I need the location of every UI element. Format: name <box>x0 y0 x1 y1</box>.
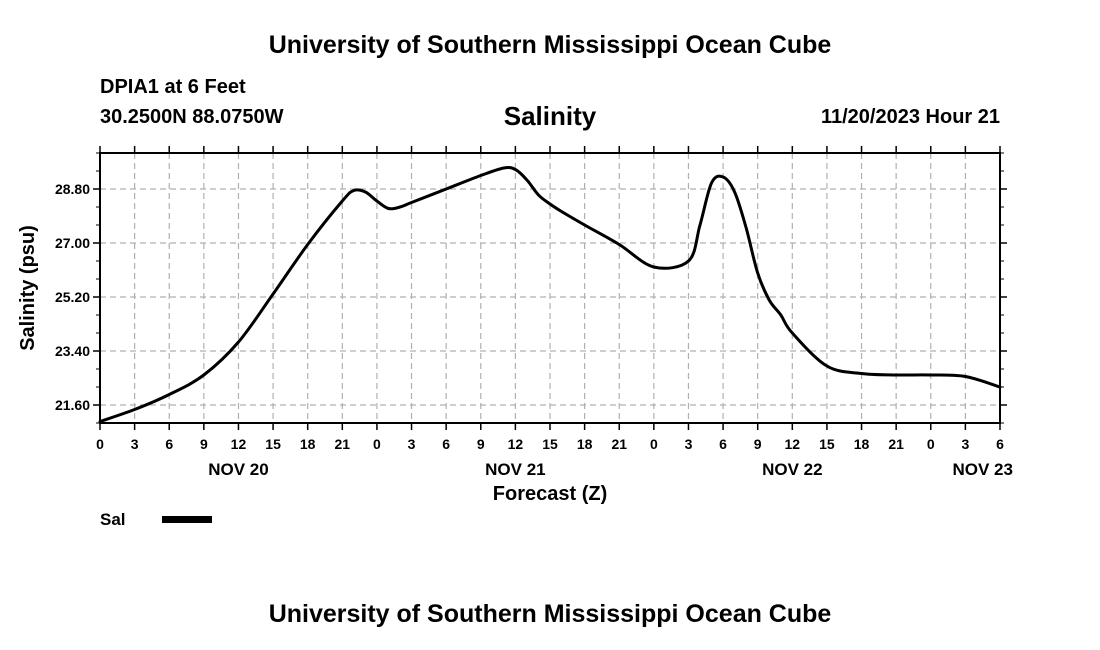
y-tick-label: 21.60 <box>55 397 90 413</box>
x-tick-label: 15 <box>819 436 835 452</box>
date-label: NOV 21 <box>485 460 545 479</box>
x-tick-label: 3 <box>408 436 416 452</box>
date-labels: NOV 20 NOV 21 NOV 22 NOV 23 <box>208 460 1013 479</box>
station-name: DPIA1 at 6 Feet <box>100 76 246 98</box>
x-tick-label: 18 <box>854 436 870 452</box>
x-tick-label: 21 <box>335 436 351 452</box>
x-tick-label: 18 <box>300 436 316 452</box>
x-tick-label: 3 <box>685 436 693 452</box>
page-title: University of Southern Mississippi Ocean… <box>268 31 832 59</box>
plot-frame <box>99 152 1001 424</box>
y-tick-label: 23.40 <box>55 343 90 359</box>
x-tick-label: 18 <box>577 436 593 452</box>
y-tick-label: 27.00 <box>55 235 90 251</box>
x-tick-label: 9 <box>754 436 762 452</box>
x-tick-label: 6 <box>442 436 450 452</box>
x-tick-labels: 0 3 6 9 12 15 18 21 0 3 6 9 12 15 18 21 0 3 6 9 12 15 18 21 0 3 6 <box>96 436 1004 452</box>
x-tick-label: 15 <box>265 436 281 452</box>
x-tick-label: 0 <box>373 436 381 452</box>
axis-ticks <box>93 146 1007 430</box>
x-tick-label: 21 <box>611 436 627 452</box>
date-label: NOV 20 <box>208 460 268 479</box>
x-tick-label: 9 <box>200 436 208 452</box>
grid-lines <box>100 153 1000 423</box>
date-label: NOV 23 <box>952 460 1012 479</box>
x-tick-label: 15 <box>542 436 558 452</box>
x-tick-label: 0 <box>96 436 104 452</box>
station-coordinates: 30.2500N 88.0750W <box>100 106 284 128</box>
series-line-sal <box>98 166 1002 423</box>
x-tick-label: 12 <box>785 436 801 452</box>
footer-title: University of Southern Mississippi Ocean… <box>268 600 832 628</box>
x-tick-label: 6 <box>719 436 727 452</box>
x-tick-label: 3 <box>961 436 969 452</box>
x-axis-label: Forecast (Z) <box>493 483 607 505</box>
legend-label: Sal <box>100 510 126 529</box>
x-tick-label: 12 <box>231 436 247 452</box>
x-tick-label: 0 <box>650 436 658 452</box>
chart-variable-title: Salinity <box>503 101 597 131</box>
y-tick-label: 28.80 <box>55 181 90 197</box>
legend-swatch <box>162 516 212 523</box>
x-tick-label: 21 <box>888 436 904 452</box>
date-label: NOV 22 <box>762 460 822 479</box>
x-tick-label: 9 <box>477 436 485 452</box>
x-tick-label: 6 <box>996 436 1004 452</box>
x-tick-label: 12 <box>508 436 524 452</box>
y-axis-label: Salinity (psu) <box>17 225 39 351</box>
issued-time: 11/20/2023 Hour 21 <box>820 106 1000 128</box>
y-tick-labels: 21.60 23.40 25.20 27.00 28.80 <box>55 181 90 413</box>
y-tick-label: 25.20 <box>55 289 90 305</box>
x-tick-label: 3 <box>131 436 139 452</box>
x-tick-label: 6 <box>165 436 173 452</box>
x-tick-label: 0 <box>927 436 935 452</box>
